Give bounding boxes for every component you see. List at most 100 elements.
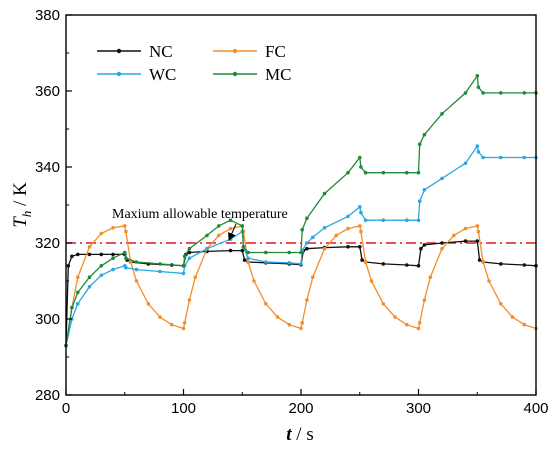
data-point-fc [193,275,198,280]
legend-label: MC [265,65,291,84]
legend-swatch-marker [116,71,122,77]
data-point-mc [187,246,192,251]
data-point-fc [123,224,127,228]
annotation-layer: Maxium allowable temperature [112,207,288,241]
data-point-mc [476,85,481,89]
data-point-fc [287,322,292,327]
data-point-fc [187,298,192,302]
data-point-fc [428,275,433,280]
legend-label: NC [149,42,173,61]
data-point-mc [228,218,233,222]
data-point-mc [322,191,327,196]
data-point-wc [463,161,468,165]
data-point-fc [476,229,481,234]
data-point-mc [363,170,368,175]
data-point-mc [111,256,115,261]
data-point-fc [181,326,186,331]
data-point-mc [241,245,246,249]
data-point-wc [359,210,363,215]
data-point-wc [111,267,115,272]
data-point-wc [346,214,350,219]
data-point-fc [358,224,362,228]
data-point-mc [70,305,74,310]
data-point-nc [463,239,468,243]
data-point-mc [359,165,363,169]
x-axis-label-main: t [286,424,292,445]
data-point-mc [87,275,92,280]
data-point-nc [360,258,364,262]
annotation-text: Maxium allowable temperature [112,207,288,222]
data-point-wc [87,284,92,289]
data-point-wc [99,273,104,278]
data-point-nc [422,243,427,247]
data-point-fc [381,302,386,306]
data-point-wc [358,205,362,209]
data-point-mc [475,74,480,78]
legend-swatch-marker [232,71,238,77]
data-point-mc [381,170,386,175]
data-point-wc [76,302,80,306]
data-point-fc [322,246,327,251]
data-point-mc [300,227,305,232]
data-point-mc [481,91,485,95]
data-point-fc [128,260,133,264]
data-point-nc [242,258,247,262]
data-point-fc [405,322,409,327]
data-point-mc [123,250,127,255]
ticks-layer: 0 100 200 300 400 280 300 320 340 360 380 [35,7,549,417]
legend-item-fc: FC [213,42,286,61]
data-point-mc [405,170,409,175]
data-point-fc [452,233,456,238]
data-point-fc [246,260,250,264]
data-point-fc [264,302,268,306]
data-point-fc [158,315,162,319]
data-point-nc [99,252,104,257]
data-point-wc [311,235,315,240]
y-tick-label: 320 [35,235,60,252]
data-point-wc [440,176,444,181]
data-point-wc [417,199,422,203]
data-point-mc [346,170,350,175]
data-point-wc [522,155,527,160]
data-point-fc [522,322,527,327]
data-point-wc [187,256,192,261]
data-point-nc [416,264,421,268]
data-point-wc [499,155,503,160]
data-point-mc [99,264,104,268]
y-tick-label: 280 [35,387,60,404]
data-point-wc [381,218,386,222]
data-point-mc [358,155,362,160]
plot-frame [65,14,537,396]
data-point-fc [417,321,422,325]
data-point-nc [240,248,245,253]
x-tick-label: 0 [62,400,70,417]
data-point-mc [158,262,162,266]
data-point-fc [87,245,92,249]
axes-layer [65,14,537,396]
data-point-wc [322,226,327,230]
series-layer [64,73,538,348]
legend-layer: NC FC WC MC [97,42,291,84]
data-point-mc [217,224,221,228]
data-point-fc [475,224,480,228]
data-point-fc [134,279,139,283]
data-point-nc [76,252,80,257]
data-point-wc [416,218,421,222]
data-point-wc [476,150,481,154]
data-point-nc [228,248,233,253]
data-point-nc [405,263,409,267]
x-axis-label: t / s [286,424,313,445]
data-point-mc [422,132,427,137]
data-point-wc [287,261,292,265]
data-point-fc [252,279,256,283]
data-point-fc [299,326,303,331]
data-point-wc [124,265,128,270]
data-point-fc [217,233,221,238]
y-tick-label: 300 [35,311,60,328]
data-point-wc [205,246,209,251]
data-point-fc [124,229,128,234]
data-point-nc [358,245,362,249]
data-point-mc [182,254,187,259]
data-point-mc [463,91,468,95]
data-point-mc [264,250,268,255]
